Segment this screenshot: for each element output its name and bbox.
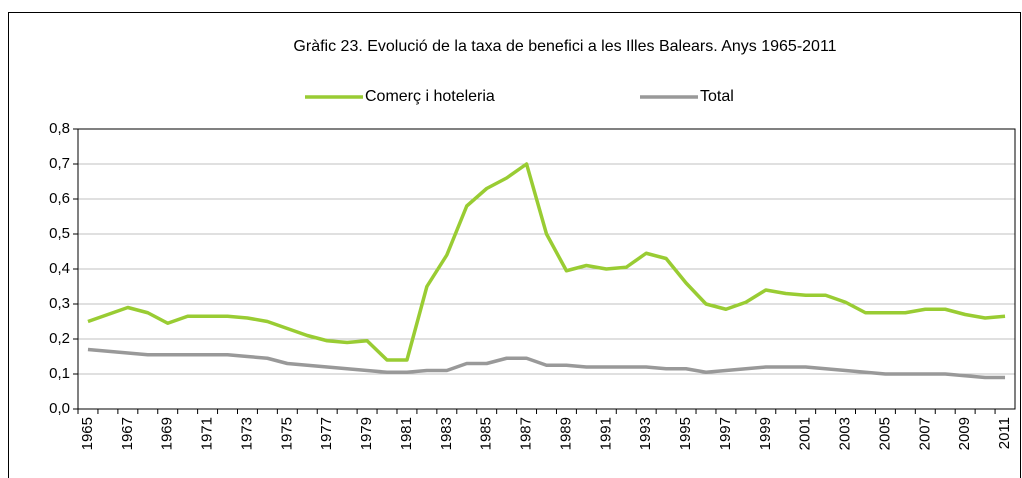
x-tick-label: 1967 [119, 417, 136, 450]
y-tick-label: 0,2 [49, 330, 70, 347]
y-tick-label: 0,7 [49, 155, 70, 172]
x-tick-label: 1969 [159, 417, 176, 450]
x-tick-label: 2001 [797, 417, 814, 450]
x-tick-label: 2003 [837, 417, 854, 450]
x-tick-label: 1979 [358, 417, 375, 450]
y-tick-label: 0,0 [49, 400, 70, 417]
x-tick-label: 2005 [876, 417, 893, 450]
x-tick-label: 2009 [956, 417, 973, 450]
legend-label: Total [700, 88, 734, 105]
x-tick-label: 2007 [916, 417, 933, 450]
x-tick-label: 1999 [757, 417, 774, 450]
x-tick-label: 1991 [597, 417, 614, 450]
x-tick-label: 1981 [398, 417, 415, 450]
y-tick-label: 0,3 [49, 295, 70, 312]
x-tick-label: 1971 [199, 417, 216, 450]
chart-title: Gràfic 23. Evolució de la taxa de benefi… [293, 38, 836, 55]
chart-border [8, 12, 1021, 478]
x-tick-label: 1995 [677, 417, 694, 450]
x-tick-label: 1983 [438, 417, 455, 450]
x-tick-label: 1997 [717, 417, 734, 450]
x-tick-label: 1989 [557, 417, 574, 450]
plot-border [77, 128, 1016, 410]
y-tick-label: 0,1 [49, 365, 70, 382]
series-line [87, 162, 1006, 362]
x-tick-label: 2011 [996, 417, 1013, 449]
y-tick-label: 0,6 [49, 190, 70, 207]
x-tick-label: 1987 [518, 417, 535, 450]
x-tick-label: 1985 [478, 417, 495, 450]
x-tick-label: 1977 [318, 417, 335, 450]
x-tick-label: 1973 [238, 417, 255, 450]
y-tick-label: 0,4 [49, 260, 70, 277]
y-tick-label: 0,5 [49, 225, 70, 242]
x-tick-label: 1975 [278, 417, 295, 450]
x-tick-label: 1993 [637, 417, 654, 450]
series-line [87, 347, 1006, 380]
y-tick-label: 0,8 [49, 120, 70, 137]
x-tick-label: 1965 [79, 417, 96, 450]
legend-label: Comerç i hoteleria [365, 88, 495, 105]
